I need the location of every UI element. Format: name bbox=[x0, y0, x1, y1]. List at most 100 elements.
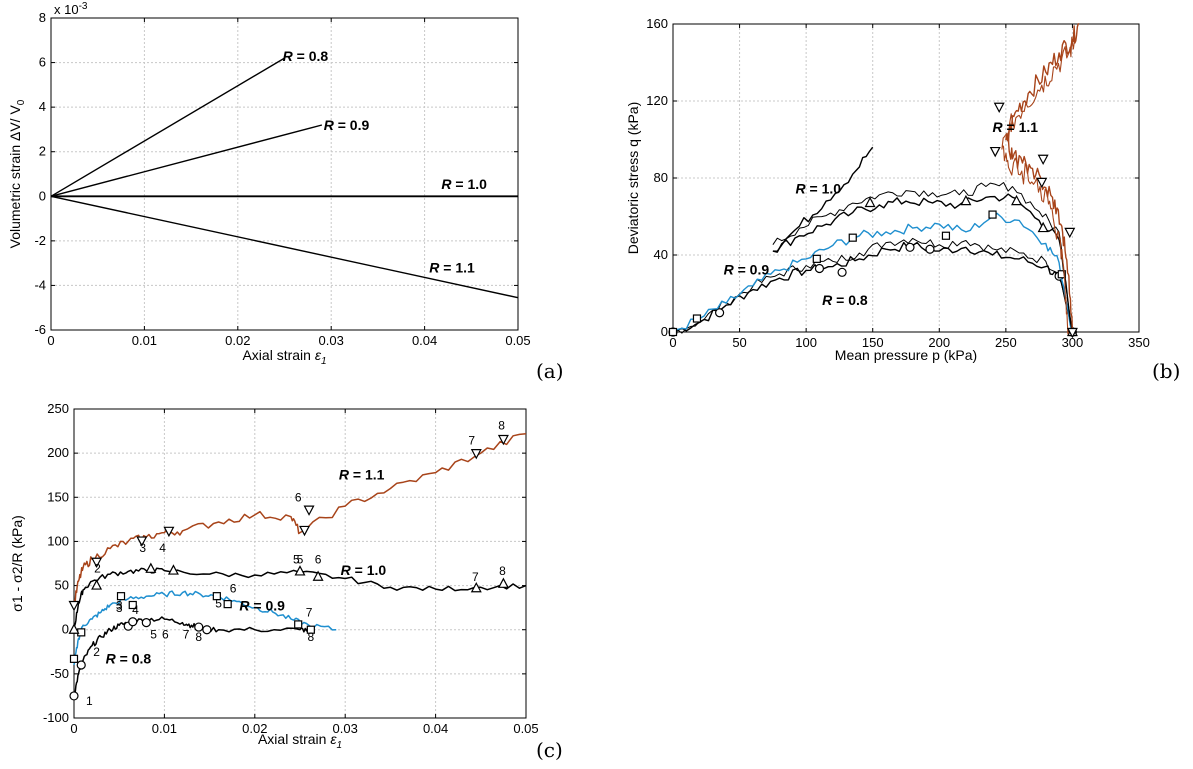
data-marker bbox=[128, 617, 138, 627]
data-marker bbox=[470, 449, 482, 460]
data-marker bbox=[1037, 221, 1049, 233]
point-number-label: 5 bbox=[215, 597, 222, 611]
plot-area bbox=[51, 18, 518, 330]
series-line bbox=[672, 212, 1074, 333]
series-label: R = 0.9 bbox=[324, 117, 370, 133]
panel-label: (a) bbox=[536, 359, 564, 383]
point-number-label: 7 bbox=[306, 605, 313, 619]
chart-panel-b: 0 50 100 150 200 250 300 350 0 40 80 120 160 R = 0.8 R… bbox=[625, 16, 1180, 383]
data-marker bbox=[814, 263, 825, 274]
point-number-label: 8 bbox=[195, 630, 202, 644]
data-marker bbox=[167, 564, 179, 575]
x-tick-label: 0.04 bbox=[412, 333, 437, 348]
point-number-label: 8 bbox=[308, 630, 315, 644]
point-number-label: 8 bbox=[498, 418, 505, 432]
data-marker bbox=[989, 146, 1001, 158]
series-label: R = 0.8 bbox=[106, 650, 152, 666]
data-marker bbox=[692, 314, 702, 323]
point-number-label: 2 bbox=[93, 645, 100, 659]
series-label: R = 0.9 bbox=[239, 597, 285, 613]
series-line bbox=[50, 124, 323, 197]
point-number-label: 3 bbox=[116, 601, 123, 615]
point-number-label: 6 bbox=[162, 628, 169, 642]
y-tick-label: -4 bbox=[34, 277, 46, 292]
data-marker bbox=[993, 102, 1005, 114]
series-line bbox=[772, 182, 1073, 333]
point-number-label: 7 bbox=[472, 570, 479, 584]
x-tick-label: 0.01 bbox=[132, 333, 157, 348]
x-tick-label: 150 bbox=[862, 335, 884, 350]
series-label: R = 1.1 bbox=[339, 467, 385, 483]
y-tick-label: 40 bbox=[654, 247, 668, 262]
data-marker bbox=[1057, 270, 1066, 279]
y-tick-label: 50 bbox=[55, 578, 69, 593]
y-axis-label: Deviatoric stress q (kPa) bbox=[625, 102, 641, 254]
point-number-label: 6 bbox=[230, 582, 237, 596]
data-marker bbox=[470, 581, 482, 593]
point-number-label: 4 bbox=[132, 603, 139, 617]
point-number-label: 5 bbox=[297, 553, 304, 567]
point-number-label: 7 bbox=[468, 433, 475, 447]
data-marker bbox=[312, 570, 324, 581]
data-marker bbox=[68, 600, 80, 612]
axes-frame bbox=[73, 408, 527, 719]
series-line bbox=[1001, 36, 1076, 335]
y-tick-label: 160 bbox=[646, 16, 668, 31]
data-marker bbox=[1064, 227, 1076, 239]
point-number-label: 4 bbox=[159, 541, 166, 555]
y-tick-label: 100 bbox=[47, 533, 69, 548]
series-label: R = 1.1 bbox=[993, 119, 1039, 135]
point-number-label: 7 bbox=[183, 628, 190, 642]
y-tick-label: 4 bbox=[39, 99, 46, 114]
point-number-label: 5 bbox=[293, 553, 300, 567]
y-tick-label: 6 bbox=[39, 55, 46, 70]
data-marker bbox=[69, 691, 79, 701]
x-tick-label: 0.02 bbox=[242, 721, 267, 736]
data-marker bbox=[1036, 177, 1048, 189]
data-marker bbox=[194, 622, 204, 632]
data-marker bbox=[69, 654, 79, 663]
data-marker bbox=[128, 600, 137, 610]
data-marker bbox=[145, 562, 157, 573]
data-marker bbox=[905, 242, 915, 252]
data-marker bbox=[837, 267, 847, 277]
x-tick-label: 0.05 bbox=[513, 721, 538, 736]
data-marker bbox=[497, 577, 509, 588]
data-marker bbox=[941, 231, 951, 240]
series-line bbox=[73, 590, 337, 666]
point-number-label: 8 bbox=[499, 564, 506, 578]
data-marker bbox=[714, 308, 725, 318]
y-tick-label: 0 bbox=[62, 622, 69, 637]
series-label: R = 0.8 bbox=[283, 48, 329, 64]
series-line bbox=[73, 567, 527, 630]
series-line bbox=[772, 146, 874, 252]
x-tick-label: 0.03 bbox=[333, 721, 358, 736]
series-line bbox=[50, 57, 285, 197]
point-number-label: 6 bbox=[295, 491, 302, 505]
data-marker bbox=[202, 625, 212, 635]
x-axis-label: Axial strain ε1 bbox=[242, 347, 326, 367]
data-marker bbox=[141, 618, 151, 628]
x-tick-label: 350 bbox=[1128, 335, 1150, 350]
series-line bbox=[1005, 23, 1080, 333]
point-number-label: 3 bbox=[116, 598, 123, 612]
point-number-label: 1 bbox=[86, 694, 93, 708]
x-tick-label: 0.01 bbox=[152, 721, 177, 736]
data-marker bbox=[960, 194, 972, 206]
data-marker bbox=[988, 210, 997, 219]
x-tick-label: 250 bbox=[995, 335, 1017, 350]
series-label: R = 1.0 bbox=[795, 180, 841, 196]
y-tick-label: 0 bbox=[661, 324, 668, 339]
y-axis-label: Volumetric strain ΔV/ V0 bbox=[7, 99, 27, 248]
x-tick-label: 0.02 bbox=[225, 333, 250, 348]
x-tick-label: 100 bbox=[795, 335, 817, 350]
series-line bbox=[672, 241, 1074, 333]
series-line bbox=[50, 195, 519, 299]
data-marker bbox=[76, 660, 86, 670]
data-marker bbox=[91, 557, 103, 569]
y-tick-label: 150 bbox=[47, 489, 69, 504]
y-tick-label: 2 bbox=[39, 144, 46, 159]
data-marker bbox=[848, 233, 857, 242]
point-number-label: 6 bbox=[315, 553, 322, 567]
